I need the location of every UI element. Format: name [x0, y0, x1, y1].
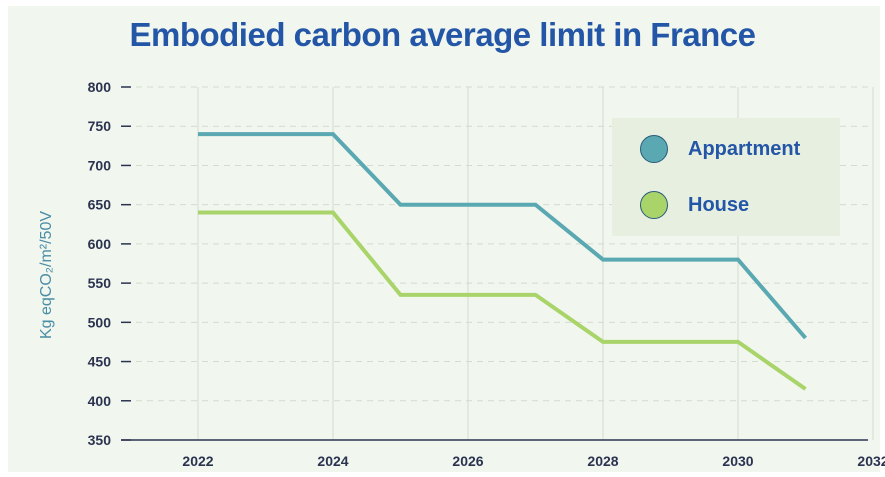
- chart-background: [8, 6, 880, 472]
- legend-label-house: House: [688, 193, 750, 216]
- series-line-house: [198, 210, 807, 391]
- x-tick-label-2030: 2030: [722, 453, 753, 469]
- y-tick-label-450: 450: [88, 354, 112, 370]
- y-tick-label-350: 350: [88, 432, 112, 448]
- y-tick-label-600: 600: [88, 236, 112, 252]
- y-tick-label-400: 400: [88, 393, 112, 409]
- y-tick-label-800: 800: [88, 79, 112, 95]
- x-tick-label-2024: 2024: [317, 453, 348, 469]
- legend-swatch-appartment: [640, 135, 668, 163]
- chart-title: Embodied carbon average limit in France: [129, 16, 756, 53]
- y-tick-label-500: 500: [88, 314, 112, 330]
- y-tick-label-550: 550: [88, 275, 112, 291]
- legend-item-appartment: Appartment: [640, 134, 800, 164]
- y-tick-label-700: 700: [88, 157, 112, 173]
- y-tick-label-650: 650: [88, 197, 112, 213]
- legend-swatch-house: [640, 191, 668, 219]
- x-tick-label-2028: 2028: [587, 453, 618, 469]
- y-tick-label-750: 750: [88, 118, 112, 134]
- x-tick-label-2026: 2026: [452, 453, 483, 469]
- x-tick-label-2032: 2032: [857, 453, 885, 469]
- series-line-appartment: [198, 132, 808, 340]
- legend: Appartment House: [612, 118, 840, 236]
- legend-label-appartment: Appartment: [688, 137, 801, 160]
- legend-item-house: House: [640, 190, 749, 220]
- x-tick-label-2022: 2022: [182, 453, 213, 469]
